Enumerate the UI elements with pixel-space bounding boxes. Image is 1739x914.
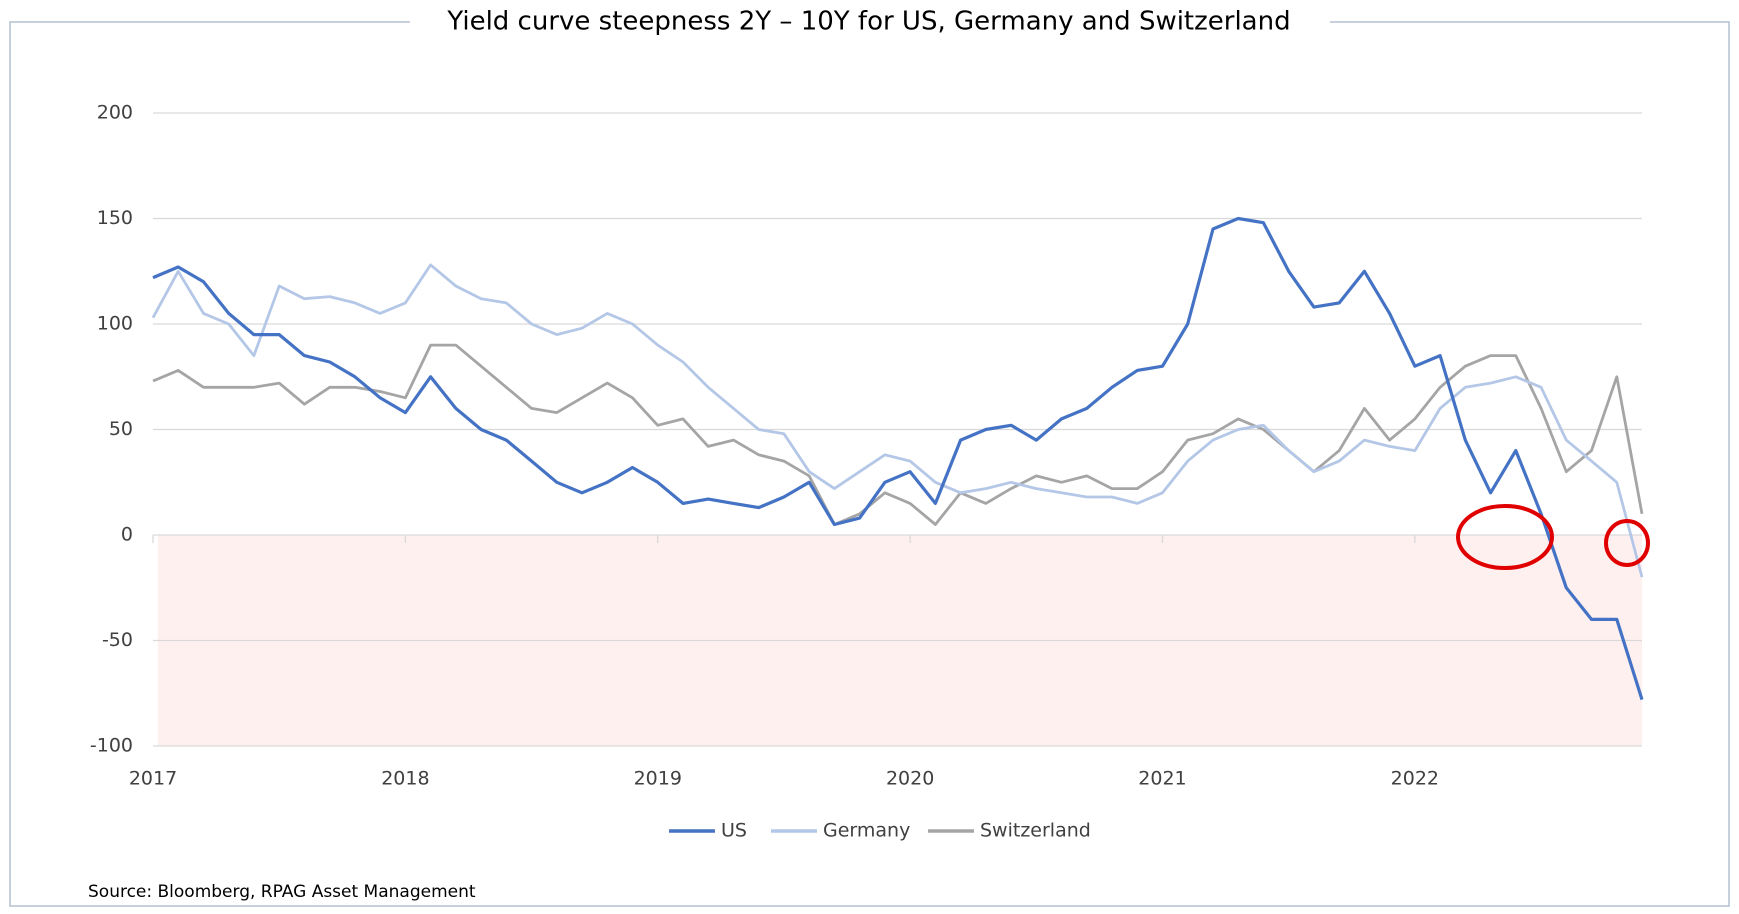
legend-label: Switzerland xyxy=(980,820,1091,842)
series-line xyxy=(152,216,1644,701)
series-line xyxy=(152,343,1644,526)
highlight-circle xyxy=(1456,504,1554,570)
y-tick-label: 200 xyxy=(97,102,133,124)
title-background xyxy=(410,5,1330,41)
x-tick-label: 2019 xyxy=(634,768,682,790)
legend-label: US xyxy=(721,820,747,842)
y-tick-label: 150 xyxy=(97,207,133,229)
x-tick-label: 2018 xyxy=(381,768,429,790)
y-tick-label: 50 xyxy=(109,418,133,440)
highlight-circle xyxy=(1604,519,1650,567)
series-line xyxy=(151,263,1644,578)
x-tick-label: 2021 xyxy=(1138,768,1186,790)
y-tick-label: 0 xyxy=(121,524,133,546)
y-tick-label: -100 xyxy=(90,735,133,757)
y-tick-label: -50 xyxy=(102,629,133,651)
chart-title: Yield curve steepness 2Y – 10Y for US, G… xyxy=(446,7,1290,37)
source-note: Source: Bloomberg, RPAG Asset Management xyxy=(88,882,476,902)
y-tick-label: 100 xyxy=(97,313,133,335)
plot-area: -100 -50 0 50 100 150 200 2017 2018 2019 2020 2021 2… xyxy=(90,102,1644,842)
x-tick-label: 2017 xyxy=(129,768,177,790)
x-tick-label: 2020 xyxy=(886,768,934,790)
x-tick-label: 2022 xyxy=(1391,768,1439,790)
legend-label: Germany xyxy=(823,820,910,842)
